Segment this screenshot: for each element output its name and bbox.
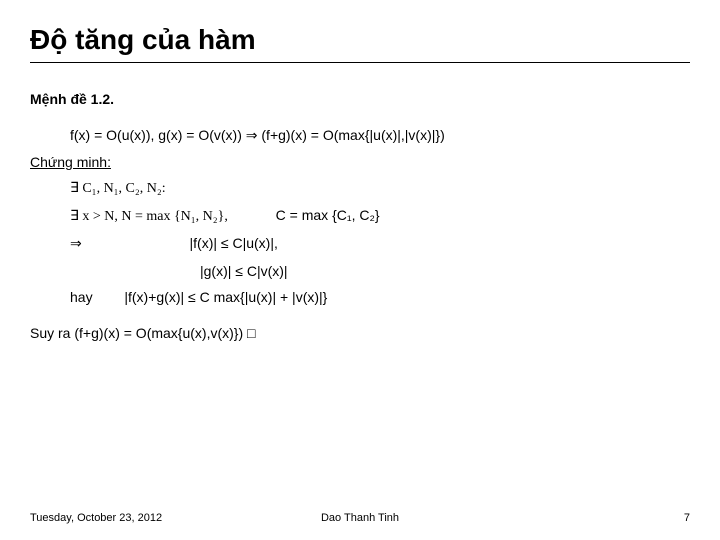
footer-page-number: 7 — [684, 512, 690, 524]
exists-line-1: ∃ C₁, N₁, C₂, N₂: — [70, 180, 690, 197]
footer-author: Dao Thanh Tinh — [321, 512, 399, 524]
proof-label: Chứng minh: — [30, 154, 690, 170]
title-underline — [30, 62, 690, 63]
f-bound: |f(x)| ≤ C|u(x)|, — [190, 235, 278, 251]
hay-label: hay — [70, 289, 93, 305]
implication-line: ⇒ |f(x)| ≤ C|u(x)|, — [70, 235, 690, 253]
proposition-label: Mệnh đề 1.2. — [30, 91, 690, 107]
hypothesis-line: f(x) = O(u(x)), g(x) = O(v(x)) ⇒ (f+g)(x… — [70, 127, 690, 144]
g-bound-line: |g(x)| ≤ C|v(x)| — [200, 263, 690, 279]
implies-symbol: ⇒ — [70, 237, 82, 252]
exists-line-2b: C = max {C₁, C₂} — [276, 207, 380, 223]
footer-date: Tuesday, October 23, 2012 — [30, 512, 162, 524]
page-title: Độ tăng của hàm — [30, 24, 690, 56]
footer: Tuesday, October 23, 2012 Dao Thanh Tinh… — [30, 512, 690, 524]
sum-bound: |f(x)+g(x)| ≤ C max{|u(x)| + |v(x)|} — [124, 289, 327, 305]
hay-line: hay |f(x)+g(x)| ≤ C max{|u(x)| + |v(x)|} — [70, 289, 690, 305]
exists-line-2: ∃ x > N, N = max {N₁, N₂}, C = max {C₁, … — [70, 207, 690, 225]
exists-line-2a: ∃ x > N, N = max {N₁, N₂}, — [70, 209, 228, 224]
conclusion-line: Suy ra (f+g)(x) = O(max{u(x),v(x)}) □ — [30, 325, 690, 341]
